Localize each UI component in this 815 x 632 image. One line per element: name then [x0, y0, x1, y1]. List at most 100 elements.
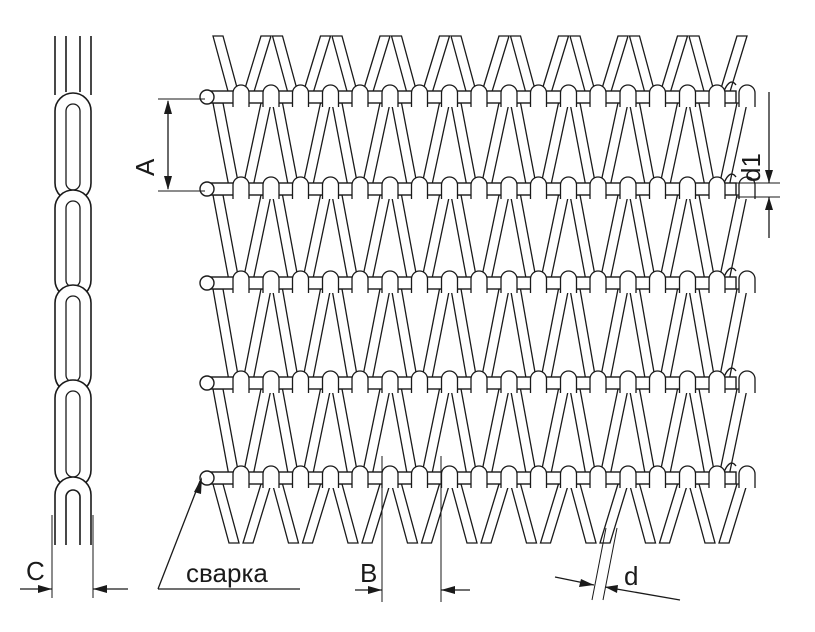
rod-hook — [723, 173, 737, 184]
spiral-strand — [688, 288, 748, 382]
wire-loop — [500, 465, 518, 488]
wire-loop — [410, 465, 429, 488]
spiral-strand — [569, 194, 629, 282]
wire-loop — [232, 84, 250, 107]
wire-loop — [708, 84, 726, 107]
wire-loop — [589, 465, 607, 488]
weld-callout: сварка — [157, 477, 300, 590]
wire-loop — [708, 176, 726, 199]
chain-link-inner — [65, 200, 81, 288]
wire-loop — [351, 270, 369, 293]
spiral-strand — [569, 388, 629, 477]
wire-loop — [589, 370, 607, 393]
spiral-strand — [450, 483, 510, 544]
spiral-strand — [331, 102, 391, 188]
wire-loop — [440, 465, 459, 488]
wire-loop — [232, 465, 250, 488]
wire-loop — [738, 465, 756, 488]
wire-loop — [708, 370, 726, 393]
wire-loop — [291, 465, 310, 488]
dimension-b-label: B — [360, 558, 377, 588]
spiral-strand — [450, 102, 510, 188]
side-view-chain — [54, 36, 92, 545]
wire-loop — [381, 270, 399, 293]
wire-loop — [559, 465, 578, 488]
wire-loop — [381, 84, 399, 107]
spiral-strand — [688, 483, 748, 544]
wire-loop — [648, 176, 667, 199]
chain-bottom-link — [54, 476, 92, 545]
spiral-strand — [212, 102, 272, 188]
wire-loop — [291, 370, 310, 393]
wire-loop — [559, 270, 578, 293]
wire-loop — [500, 176, 518, 199]
mesh-plan-view — [199, 35, 756, 544]
wire-loop — [351, 370, 369, 393]
wire-loop — [440, 370, 459, 393]
spiral-strand — [509, 483, 570, 544]
spiral-strand — [450, 194, 510, 282]
dimension-a: A — [130, 98, 205, 192]
wire-loop — [321, 270, 340, 293]
wire-loop — [619, 370, 637, 393]
wire-loop — [559, 84, 578, 107]
dimension-c: C — [20, 515, 128, 598]
spiral-strand — [450, 288, 510, 382]
spiral-strand — [688, 194, 748, 282]
spiral-strand — [390, 102, 451, 188]
dimension-d: d — [554, 527, 681, 601]
wire-loop — [529, 465, 548, 488]
wire-loop — [321, 465, 340, 488]
weld-label: сварка — [186, 558, 268, 588]
dimension-b: B — [355, 456, 470, 602]
wire-loop — [410, 270, 429, 293]
wire-loop — [232, 176, 250, 199]
wire-loop — [232, 370, 250, 393]
wire-loop — [589, 270, 607, 293]
wire-loop — [648, 270, 667, 293]
wire-loop — [232, 270, 250, 293]
wire-loop — [410, 370, 429, 393]
spiral-strand — [628, 102, 689, 188]
wire-loop — [381, 465, 399, 488]
wire-loop — [500, 370, 518, 393]
wire-loop — [559, 176, 578, 199]
wire-loop — [351, 176, 369, 199]
spiral-strand — [569, 288, 629, 382]
wire-loop — [589, 84, 607, 107]
chain-top-prongs — [54, 36, 92, 95]
spiral-strand — [331, 194, 391, 282]
rod-hook — [723, 462, 737, 473]
wire-loop — [410, 84, 429, 107]
weld-point — [199, 181, 215, 197]
wire-loop — [291, 176, 310, 199]
dimension-d-label: d — [624, 561, 638, 591]
dimension-c-label: C — [26, 556, 45, 586]
spiral-strand — [509, 288, 570, 382]
wire-loop — [321, 370, 340, 393]
spiral-strand — [628, 483, 689, 544]
wire-loop — [529, 270, 548, 293]
wire-loop — [321, 84, 340, 107]
spiral-strand — [509, 194, 570, 282]
wire-loop — [262, 465, 280, 488]
spiral-strand — [509, 102, 570, 188]
wire-loop — [440, 270, 459, 293]
wire-loop — [470, 465, 488, 488]
wire-loop — [351, 465, 369, 488]
weld-point — [199, 89, 215, 105]
wire-loop — [619, 84, 637, 107]
spiral-strand — [271, 194, 332, 282]
dimension-a-label: A — [130, 158, 160, 176]
spiral-strand — [271, 388, 332, 477]
wire-loop — [648, 84, 667, 107]
spiral-strand — [271, 288, 332, 382]
wire-loop — [321, 176, 340, 199]
chain-link-inner — [65, 295, 81, 383]
chain-link-inner — [65, 103, 81, 191]
wire-loop — [738, 84, 756, 107]
wire-loop — [589, 176, 607, 199]
wire-loop — [648, 465, 667, 488]
wire-loop — [262, 270, 280, 293]
weld-point — [199, 470, 215, 486]
